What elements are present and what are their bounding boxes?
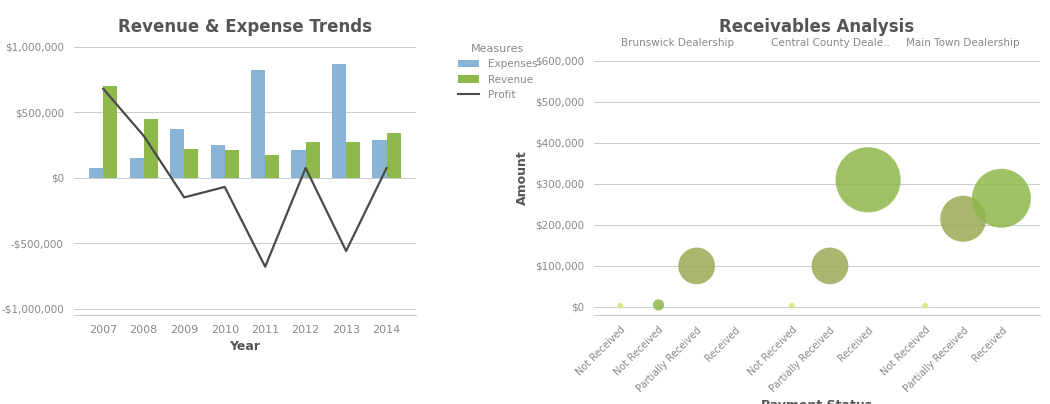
Profit — [259, 264, 272, 269]
Profit — [218, 185, 231, 189]
Bar — [89, 168, 103, 178]
Text: Central County Deale..: Central County Deale.. — [771, 38, 889, 48]
Bar — [225, 150, 238, 178]
Profit — [138, 133, 150, 138]
Line: Profit: Profit — [103, 89, 386, 267]
Bar — [210, 145, 225, 178]
Bar — [129, 158, 144, 178]
Point — [917, 303, 933, 309]
Point — [612, 303, 629, 309]
Point — [954, 215, 971, 222]
Point — [860, 177, 877, 183]
Bar — [306, 143, 320, 178]
Profit — [177, 195, 190, 200]
Bar — [373, 140, 386, 178]
Bar — [170, 129, 184, 178]
Bar — [251, 70, 266, 178]
Title: Receivables Analysis: Receivables Analysis — [719, 18, 915, 36]
Profit — [97, 86, 109, 91]
X-axis label: Payment Status: Payment Status — [761, 399, 873, 404]
Text: Brunswick Dealership: Brunswick Dealership — [621, 38, 734, 48]
X-axis label: Year: Year — [230, 341, 260, 354]
Text: Main Town Dealership: Main Town Dealership — [906, 38, 1021, 48]
Bar — [332, 64, 346, 178]
Bar — [144, 119, 158, 178]
Bar — [292, 150, 306, 178]
Point — [993, 195, 1010, 202]
Profit — [299, 166, 312, 170]
Point — [688, 263, 705, 269]
Title: Revenue & Expense Trends: Revenue & Expense Trends — [118, 18, 372, 36]
Legend: Expenses, Revenue, Profit: Expenses, Revenue, Profit — [455, 40, 542, 104]
Profit — [340, 248, 353, 253]
Y-axis label: Amount: Amount — [517, 150, 529, 205]
Bar — [346, 143, 360, 178]
Bar — [184, 149, 198, 178]
Profit — [380, 166, 393, 170]
Point — [821, 263, 838, 269]
Bar — [103, 86, 118, 178]
Point — [650, 302, 667, 308]
Point — [783, 303, 800, 309]
Bar — [386, 133, 401, 178]
Bar — [266, 155, 279, 178]
